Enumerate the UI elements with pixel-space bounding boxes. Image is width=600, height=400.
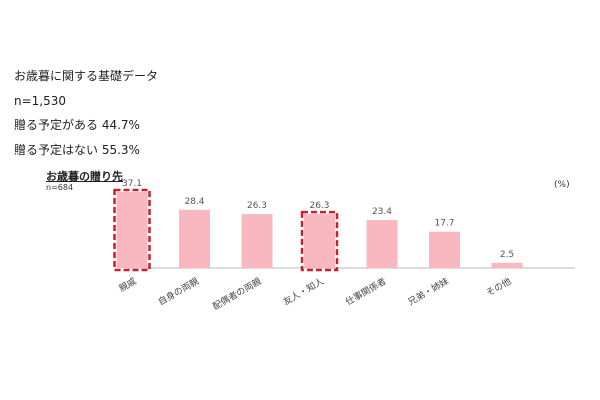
category-label: 自身の両親 xyxy=(156,275,201,308)
summary-will-not-send: 贈る予定はない 55.3% xyxy=(14,142,140,157)
data-label: 17.7 xyxy=(434,219,454,229)
bar-highlight-border xyxy=(300,210,339,272)
data-label: 37.1 xyxy=(122,179,142,189)
category-label: 配偶者の両親 xyxy=(211,275,264,312)
data-label: 2.5 xyxy=(500,250,514,260)
summary-will-send: 贈る予定がある 44.7% xyxy=(14,118,140,132)
data-label: 28.4 xyxy=(184,197,204,207)
category-label: 兄弟・姉妹 xyxy=(406,275,451,308)
chart-unit-label: (%) xyxy=(554,180,570,190)
chart-title: お歳暮の贈り先 xyxy=(46,170,123,183)
bar xyxy=(116,191,148,268)
bar xyxy=(366,220,398,268)
summary-info: お歳暮に関する基礎データ n=1,530 贈る予定がある 44.7% 贈る予定は… xyxy=(14,64,158,162)
data-label: 26.3 xyxy=(247,201,267,211)
data-label: 26.3 xyxy=(309,201,329,211)
category-label: その他 xyxy=(484,275,513,299)
category-label: 友人・知人 xyxy=(281,275,326,308)
summary-title: お歳暮に関する基礎データ xyxy=(14,69,159,83)
summary-sample-size: n=1,530 xyxy=(14,93,67,108)
bar xyxy=(429,231,460,268)
bar xyxy=(179,209,210,268)
chart-sample-size: n=684 xyxy=(46,183,74,192)
bar xyxy=(241,214,273,268)
data-label: 23.4 xyxy=(372,207,392,217)
category-label: 親戚 xyxy=(117,275,139,294)
category-label: 仕事関係者 xyxy=(343,275,388,308)
bar xyxy=(304,214,335,268)
bar xyxy=(491,262,523,268)
bar-highlight-border xyxy=(113,188,151,272)
